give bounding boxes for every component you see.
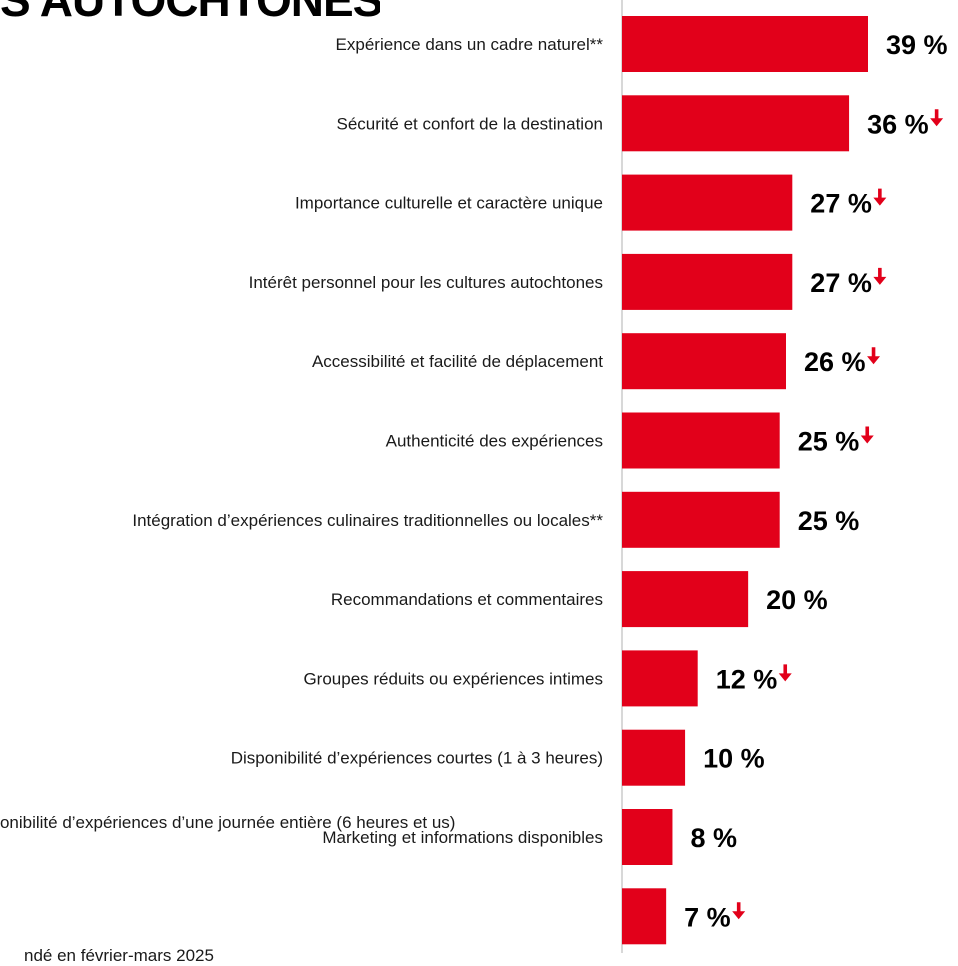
category-label: Recommandations et commentaires bbox=[331, 590, 603, 609]
bar bbox=[622, 16, 868, 72]
value-label: 8 % bbox=[690, 823, 737, 853]
value-label: 26 % bbox=[804, 347, 866, 377]
bar bbox=[622, 174, 793, 231]
value-label: 25 % bbox=[798, 506, 860, 536]
category-label-wrapped: sponibilité d’expériences d’une journée … bbox=[0, 813, 456, 832]
down-arrow-icon bbox=[873, 267, 887, 285]
category-label: Accessibilité et facilité de déplacement bbox=[312, 352, 603, 371]
value-label: 20 % bbox=[766, 585, 828, 615]
value-label: 39 % bbox=[886, 30, 948, 60]
bar bbox=[622, 491, 780, 548]
bar bbox=[622, 571, 749, 628]
bar bbox=[622, 809, 673, 865]
category-label: Expérience dans un cadre naturel** bbox=[336, 35, 604, 54]
category-label: Authenticité des expériences bbox=[386, 432, 603, 451]
down-arrow-icon bbox=[778, 664, 792, 682]
bar bbox=[622, 412, 780, 469]
down-arrow-icon bbox=[930, 109, 944, 127]
category-label: Importance culturelle et caractère uniqu… bbox=[295, 194, 603, 213]
down-arrow-icon bbox=[867, 347, 881, 365]
category-label: Intégration d’expériences culinaires tra… bbox=[132, 511, 603, 530]
category-label: Marketing et informations disponibles bbox=[322, 828, 603, 847]
category-label: Sécurité et confort de la destination bbox=[337, 114, 604, 133]
down-arrow-icon bbox=[860, 426, 874, 444]
value-label: 7 % bbox=[684, 902, 731, 932]
bars-group: 39 % Expérience dans un cadre naturel** 36… bbox=[132, 16, 948, 945]
down-arrow-icon bbox=[732, 902, 746, 920]
bar bbox=[622, 729, 686, 786]
bar bbox=[622, 333, 786, 390]
page-title: S AUTOCHTONES bbox=[0, 0, 380, 18]
category-label: Groupes réduits ou expériences intimes bbox=[303, 669, 603, 688]
value-label: 27 % bbox=[810, 189, 872, 219]
bar bbox=[622, 95, 850, 152]
down-arrow-icon bbox=[873, 188, 887, 206]
value-label: 25 % bbox=[798, 427, 860, 457]
category-label: Disponibilité d’expériences courtes (1 à… bbox=[231, 749, 603, 768]
category-label: Intérêt personnel pour les cultures auto… bbox=[249, 273, 603, 292]
value-label: 36 % bbox=[867, 109, 929, 139]
value-label: 27 % bbox=[810, 268, 872, 298]
footnote: ndé en février-mars 2025 bbox=[24, 946, 214, 965]
value-label: 12 % bbox=[716, 664, 778, 694]
bar bbox=[622, 650, 698, 707]
value-label: 10 % bbox=[703, 744, 765, 774]
bar bbox=[622, 253, 793, 310]
bar bbox=[622, 888, 667, 945]
